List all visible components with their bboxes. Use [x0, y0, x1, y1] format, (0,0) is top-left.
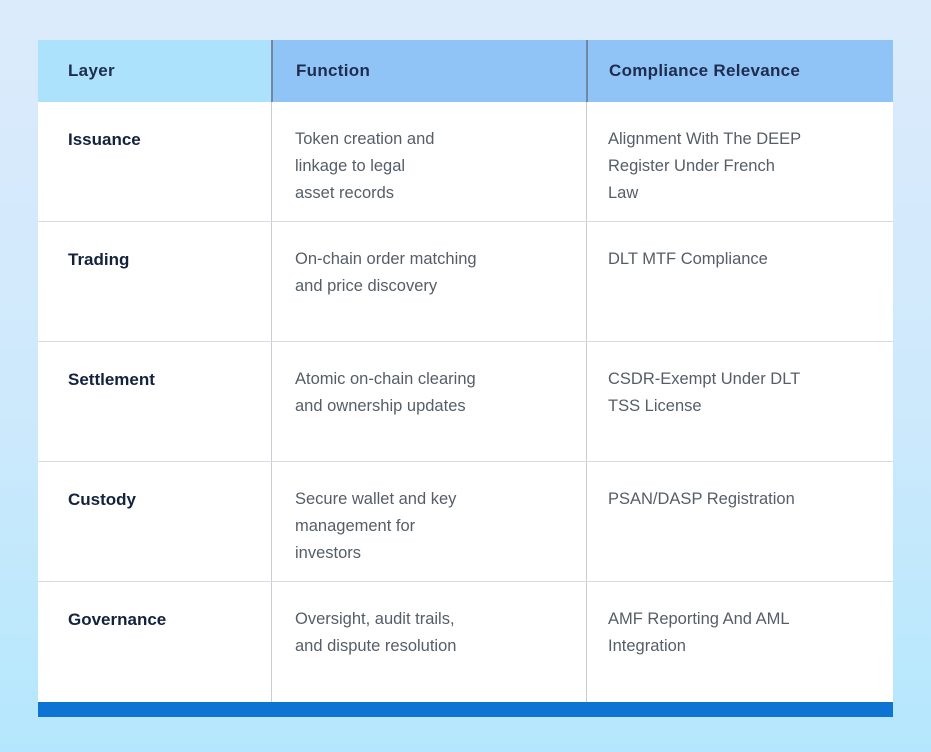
compliance-cell: CSDR-Exempt Under DLT TSS License: [586, 342, 893, 461]
function-cell: Secure wallet and key management for inv…: [271, 462, 586, 581]
compliance-cell: Alignment With The DEEP Register Under F…: [586, 102, 893, 221]
bottom-accent-bar: [38, 702, 893, 717]
header-cell-function: Function: [271, 40, 586, 102]
header-cell-layer: Layer: [38, 40, 271, 102]
table-row-issuance: Issuance Token creation and linkage to l…: [38, 102, 893, 222]
layer-cell: Issuance: [68, 130, 141, 149]
table-row-custody: Custody Secure wallet and key management…: [38, 462, 893, 582]
compliance-table: Layer Function Compliance Relevance Issu…: [38, 40, 893, 702]
table-row-settlement: Settlement Atomic on-chain clearing and …: [38, 342, 893, 462]
table-row-governance: Governance Oversight, audit trails, and …: [38, 582, 893, 702]
layer-cell: Trading: [68, 250, 130, 269]
layer-cell: Governance: [68, 610, 167, 629]
function-cell: Atomic on-chain clearing and ownership u…: [271, 342, 586, 461]
compliance-cell: AMF Reporting And AML Integration: [586, 582, 893, 702]
function-cell: On-chain order matching and price discov…: [271, 222, 586, 341]
layer-cell: Custody: [68, 490, 136, 509]
compliance-cell: PSAN/DASP Registration: [586, 462, 893, 581]
table-header-row: Layer Function Compliance Relevance: [38, 40, 893, 102]
table-row-trading: Trading On-chain order matching and pric…: [38, 222, 893, 342]
function-cell: Token creation and linkage to legal asse…: [271, 102, 586, 221]
layer-cell: Settlement: [68, 370, 155, 389]
header-cell-compliance: Compliance Relevance: [586, 40, 893, 102]
function-cell: Oversight, audit trails, and dispute res…: [271, 582, 586, 702]
compliance-cell: DLT MTF Compliance: [586, 222, 893, 341]
